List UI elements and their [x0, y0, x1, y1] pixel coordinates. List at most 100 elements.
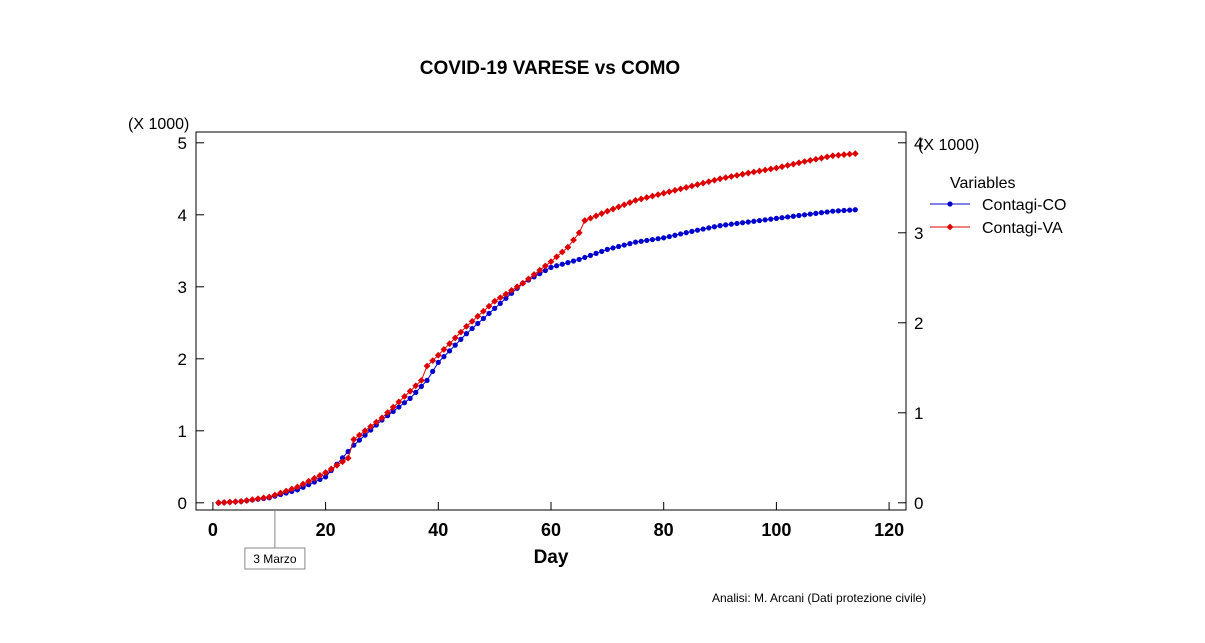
series-1-point-62 — [564, 243, 572, 251]
series-1-point-59 — [547, 258, 555, 265]
series-0-point-43 — [458, 336, 464, 342]
series-0-point-80 — [666, 233, 672, 240]
series-1-point-71 — [615, 203, 623, 211]
series-0-point-50 — [497, 300, 503, 306]
series-1-point-34 — [406, 387, 414, 395]
series-1-point-76 — [643, 194, 651, 201]
legend-label-1: Contagi-VA — [982, 220, 1063, 237]
series-0-point-49 — [492, 305, 498, 311]
series-1-point-60 — [553, 253, 561, 261]
plot-frame — [195, 131, 907, 511]
series-1-point-99 — [772, 164, 780, 172]
series-0-point-107 — [818, 210, 825, 216]
series-1-point-87 — [705, 178, 713, 186]
series-0-point-112 — [847, 207, 853, 213]
series-1-point-88 — [711, 176, 718, 184]
credit-text: Analisi: M. Arcani (Dati protezione civi… — [712, 591, 926, 605]
series-0-point-101 — [785, 214, 791, 220]
x-axis-label: Day — [534, 547, 569, 568]
series-1-point-69 — [603, 207, 611, 215]
series-1-point-83 — [682, 184, 690, 191]
series-1-point-32 — [395, 398, 403, 406]
y-tick-label-1: 1 — [178, 422, 187, 441]
y-tick-label-2: 2 — [178, 350, 187, 369]
series-0-point-27 — [368, 427, 374, 433]
series-1-point-67 — [592, 212, 600, 220]
series-0-point-44 — [463, 331, 470, 337]
series-0-point-34 — [407, 395, 413, 401]
series-0-point-91 — [728, 221, 734, 227]
series-0-point-25 — [356, 437, 363, 443]
series-1-point-48 — [485, 302, 493, 310]
series-0-point-86 — [700, 226, 706, 232]
series-1-point-74 — [632, 197, 639, 204]
series-0-point-108 — [824, 209, 830, 215]
series-1-point-33 — [401, 393, 408, 400]
annotation-text: 3 Marzo — [253, 552, 297, 566]
series-0-point-109 — [830, 208, 836, 214]
series-1-point-109 — [829, 152, 837, 160]
series-0-point-40 — [441, 354, 447, 360]
series-1-point-65 — [581, 217, 589, 224]
series-1-point-26 — [361, 427, 369, 435]
series-1-point-51 — [502, 290, 510, 298]
series-1-point-52 — [508, 287, 515, 294]
series-1-point-14 — [294, 483, 301, 491]
series-0-point-84 — [689, 228, 695, 234]
series-1-point-24 — [350, 436, 358, 443]
series-0-point-58 — [542, 267, 548, 274]
series-0-point-48 — [486, 310, 492, 317]
series-1-point-66 — [587, 214, 594, 222]
series-1-point-78 — [654, 191, 662, 199]
series-0-point-102 — [790, 213, 796, 219]
series-0-point-82 — [678, 231, 684, 237]
series-0-point-74 — [632, 239, 639, 245]
series-1-point-84 — [688, 182, 696, 190]
series-0-point-93 — [739, 220, 746, 226]
series-1-point-1 — [220, 499, 228, 506]
series-0-point-64 — [576, 256, 582, 263]
series-0-point-41 — [446, 348, 453, 354]
series-1-point-7 — [254, 495, 262, 503]
series-0-point-18 — [317, 476, 323, 483]
series-0-point-17 — [311, 479, 317, 485]
series-0-point-97 — [762, 217, 768, 223]
series-1-point-58 — [541, 262, 549, 270]
series-1-point-113 — [851, 150, 859, 157]
x-tick-label-3: 60 — [541, 520, 561, 540]
series-1-point-93 — [739, 170, 746, 178]
series-0-point-33 — [401, 400, 408, 406]
x-tick-label-2: 40 — [428, 520, 448, 540]
y-scale-label: (X 1000) — [128, 116, 189, 133]
series-1-point-94 — [744, 169, 752, 177]
series-1-point-44 — [463, 323, 470, 330]
series-0-point-110 — [835, 208, 841, 214]
series-1-point-107 — [818, 154, 825, 162]
series-1-point-72 — [620, 201, 628, 209]
series-1-point-82 — [677, 185, 685, 193]
series-0-point-79 — [661, 235, 667, 241]
series-0-point-47 — [480, 315, 486, 322]
series-1-point-54 — [519, 279, 527, 287]
legend-marker-1 — [946, 223, 954, 231]
series-1-point-91 — [727, 173, 735, 180]
series-1-point-46 — [474, 312, 482, 320]
series-1-point-86 — [699, 179, 707, 187]
series-0-point-39 — [435, 359, 441, 365]
series-1-point-21 — [333, 461, 341, 469]
series-0-point-92 — [734, 220, 740, 227]
series-0-point-87 — [706, 225, 712, 231]
series-0-point-37 — [424, 377, 430, 383]
series-1-point-6 — [248, 496, 256, 504]
legend-marker-0 — [947, 201, 953, 207]
series-0-point-38 — [430, 368, 436, 374]
series-1-point-36 — [417, 377, 425, 384]
series-1-point-41 — [446, 340, 453, 348]
series-0-point-26 — [362, 432, 368, 438]
series-0-point-59 — [548, 264, 554, 270]
series-0-point-106 — [813, 210, 819, 216]
series-1-point-106 — [812, 155, 820, 163]
series-1-point-81 — [671, 186, 679, 194]
series-1-point-101 — [784, 162, 792, 169]
